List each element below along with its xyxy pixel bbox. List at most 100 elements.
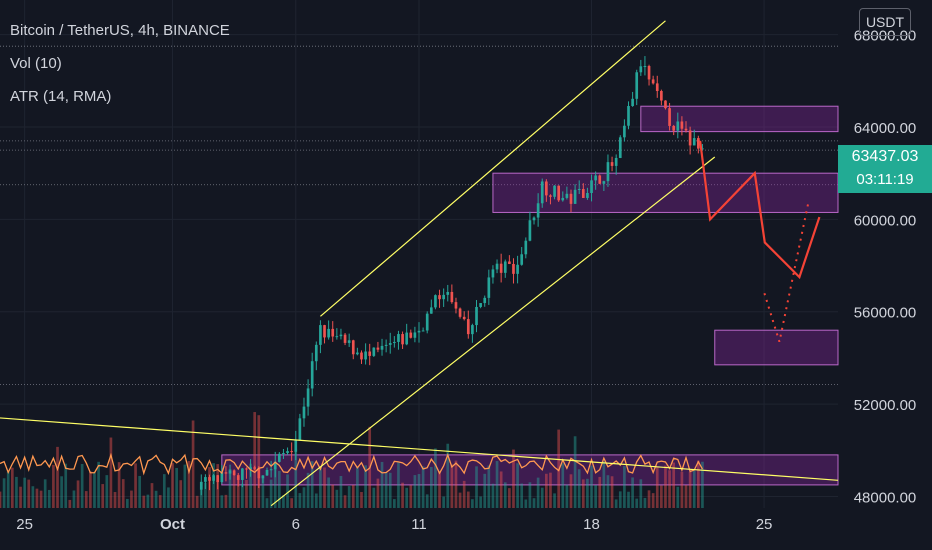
candle-body — [438, 295, 441, 300]
volume-bar — [43, 479, 47, 508]
indicator-volume[interactable]: Vol (10) — [10, 55, 62, 72]
x-tick-label: Oct — [160, 516, 185, 533]
candle-body — [364, 351, 367, 360]
candle-body — [651, 79, 655, 84]
candle-body — [471, 325, 474, 335]
volume-bar — [146, 494, 150, 508]
volume-bar — [35, 488, 39, 508]
volume-bar — [269, 479, 273, 508]
volume-bar — [117, 462, 121, 508]
volume-bar — [286, 474, 289, 508]
volume-bar — [265, 498, 269, 508]
candle-body — [310, 361, 314, 389]
volume-bar — [245, 479, 248, 508]
volume-bar — [6, 471, 10, 508]
candle-body — [684, 128, 688, 131]
volume-bar — [282, 495, 285, 508]
indicator-atr[interactable]: ATR (14, RMA) — [10, 88, 112, 105]
volume-bar — [60, 476, 63, 508]
volume-bar — [499, 471, 503, 508]
volume-bar — [688, 471, 692, 508]
candle-body — [701, 148, 704, 150]
volume-bar — [253, 412, 257, 508]
candle-body — [331, 328, 335, 337]
volume-bar — [549, 472, 552, 508]
volume-bar — [442, 496, 445, 508]
candle-body — [290, 451, 293, 453]
candle-body — [314, 344, 318, 362]
candle-body — [401, 334, 404, 345]
volume-bar — [23, 477, 26, 508]
volume-bar — [536, 477, 540, 508]
volume-bar — [405, 487, 409, 508]
volume-bar — [664, 465, 667, 508]
volume-bar — [545, 473, 548, 508]
volume-bar — [429, 466, 433, 508]
candle-body — [664, 100, 667, 109]
volume-bar — [417, 474, 421, 508]
volume-bar — [27, 479, 31, 508]
volume-bar — [594, 485, 597, 508]
volume-bar — [372, 487, 376, 508]
candle-body — [508, 261, 511, 264]
currency-button[interactable]: USDT — [859, 8, 911, 36]
volume-bar — [553, 493, 556, 508]
volume-bar — [364, 465, 367, 508]
volume-bar — [302, 487, 306, 508]
volume-bar — [532, 498, 536, 508]
candle-body — [614, 157, 618, 166]
candle-body — [573, 189, 577, 204]
candle-body — [249, 467, 252, 470]
candle-body — [475, 306, 478, 326]
candle-body — [434, 295, 437, 308]
volume-bar — [347, 486, 351, 508]
volume-bar — [331, 484, 335, 508]
candle-body — [241, 468, 244, 480]
volume-bar — [306, 472, 310, 508]
volume-bar — [150, 483, 154, 508]
candle-body — [479, 303, 482, 307]
candle-body — [273, 461, 277, 470]
candle-body — [668, 108, 671, 126]
candle-body — [602, 181, 606, 184]
x-tick-label: 6 — [292, 516, 300, 533]
volume-bar — [121, 479, 125, 508]
zone-2 — [714, 329, 839, 366]
volume-bar — [647, 490, 651, 508]
candle-body — [372, 347, 376, 356]
candle-body — [643, 66, 647, 68]
candle-body — [466, 319, 470, 335]
volume-bar — [577, 469, 581, 508]
candle-body — [536, 203, 540, 218]
volume-bar — [471, 499, 474, 508]
volume-bar — [356, 466, 359, 508]
volume-bar — [401, 482, 404, 508]
candle-body — [520, 254, 524, 265]
candle-body — [483, 297, 487, 304]
candle-body — [627, 105, 630, 126]
volume-bar — [586, 478, 589, 508]
volume-bar — [72, 490, 76, 508]
candle-body — [397, 334, 400, 342]
volume-bar — [590, 465, 593, 508]
volume-bar — [204, 482, 207, 508]
candle-body — [265, 469, 269, 476]
volume-bar — [310, 461, 314, 508]
volume-bar — [397, 462, 400, 508]
volume-bar — [64, 463, 68, 508]
volume-bar — [80, 463, 84, 508]
candle-body — [216, 475, 220, 483]
volume-bar — [651, 493, 655, 508]
volume-bar — [701, 461, 704, 508]
candle-body — [639, 66, 643, 73]
zone-1 — [492, 172, 839, 213]
volume-bar — [421, 466, 425, 508]
volume-bar — [187, 460, 191, 508]
volume-bar — [512, 449, 515, 508]
candle-body — [306, 388, 310, 407]
x-tick-label: 11 — [411, 516, 427, 533]
volume-bar — [52, 464, 55, 508]
candle-body — [323, 325, 326, 338]
candle-body — [598, 175, 602, 184]
